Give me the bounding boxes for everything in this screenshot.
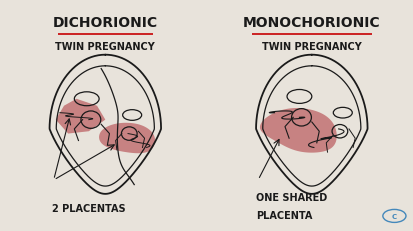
Polygon shape — [260, 109, 337, 153]
Text: TWIN PREGNANCY: TWIN PREGNANCY — [55, 42, 155, 52]
Polygon shape — [56, 99, 105, 134]
Polygon shape — [99, 123, 155, 154]
Text: C: C — [392, 213, 397, 219]
Text: PLACENTA: PLACENTA — [256, 210, 313, 220]
Text: 2 PLACENTAS: 2 PLACENTAS — [52, 203, 125, 213]
Text: ONE SHARED: ONE SHARED — [256, 192, 328, 202]
Text: MONOCHORIONIC: MONOCHORIONIC — [243, 16, 381, 30]
Text: DICHORIONIC: DICHORIONIC — [53, 16, 158, 30]
Text: TWIN PREGNANCY: TWIN PREGNANCY — [262, 42, 362, 52]
